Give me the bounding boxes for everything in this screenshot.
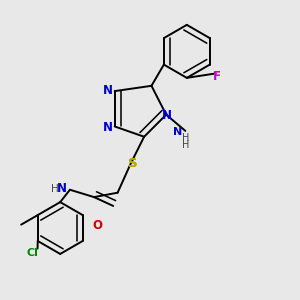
Text: O: O bbox=[92, 219, 102, 232]
Text: H: H bbox=[182, 133, 189, 143]
Text: N: N bbox=[173, 127, 183, 137]
Text: H: H bbox=[51, 184, 59, 194]
Text: N: N bbox=[162, 109, 172, 122]
Text: H: H bbox=[182, 140, 189, 150]
Text: Cl: Cl bbox=[26, 248, 38, 258]
Text: F: F bbox=[213, 70, 221, 83]
Text: N: N bbox=[103, 84, 113, 97]
Text: N: N bbox=[103, 121, 113, 134]
Text: N: N bbox=[57, 182, 67, 195]
Text: S: S bbox=[128, 157, 137, 170]
Text: S: S bbox=[128, 157, 137, 170]
